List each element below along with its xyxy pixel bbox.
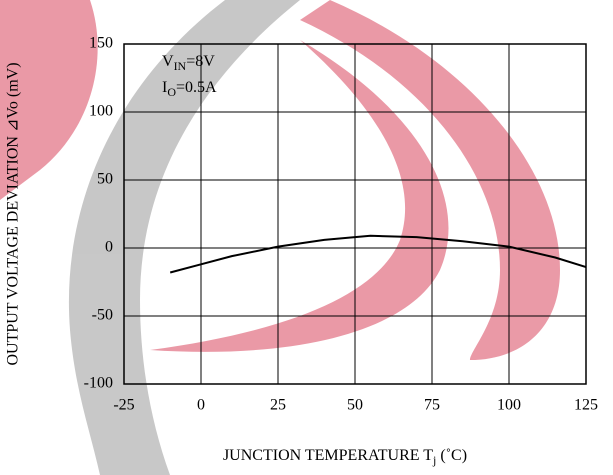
annotation-main: I <box>162 79 167 96</box>
y-tick-label: 100 <box>89 103 113 120</box>
x-axis-label-main: JUNCTION TEMPERATURE T <box>223 447 433 464</box>
x-tick-label: 75 <box>424 397 440 414</box>
y-tick-label: 0 <box>105 239 113 256</box>
annotation-rest: =0.5A <box>176 79 217 96</box>
watermark-pink <box>0 0 98 200</box>
annotation: VIN=8V <box>162 53 215 73</box>
plot: -25 0 25 50 75 100 125-100-50050100150VIN=8VIO… <box>5 35 598 467</box>
watermark-pink <box>150 40 449 352</box>
annotation-main: V <box>162 53 174 70</box>
annotation-sub: IN <box>174 59 187 73</box>
x-tick-label: -25 <box>113 397 134 414</box>
x-axis-label-rest: (˚C) <box>436 447 467 464</box>
annotation-rest: =8V <box>186 53 215 70</box>
y-tick-label: -50 <box>92 307 113 324</box>
x-axis-label-sub: j <box>432 453 436 467</box>
y-tick-label: -100 <box>84 375 113 392</box>
annotation-sub: O <box>167 85 176 99</box>
x-tick-label: 50 <box>347 397 363 414</box>
y-axis-label: OUTPUT VOLTAGE DEVIATION ⊿Vo (mV) <box>5 62 22 365</box>
x-axis-label: JUNCTION TEMPERATURE Tj (˚C) <box>223 447 467 467</box>
y-tick-label: 150 <box>89 35 113 52</box>
line <box>169 234 587 274</box>
y-tick-label: 50 <box>97 171 113 188</box>
annotation: IO=0.5A <box>162 79 217 99</box>
x-tick-label: 25 <box>270 397 286 414</box>
plot-frame <box>123 43 587 385</box>
x-tick-label: 0 <box>197 397 205 414</box>
x-tick-label: 125 <box>574 397 598 414</box>
x-tick-label: 100 <box>497 397 521 414</box>
watermark-gray <box>68 0 300 475</box>
